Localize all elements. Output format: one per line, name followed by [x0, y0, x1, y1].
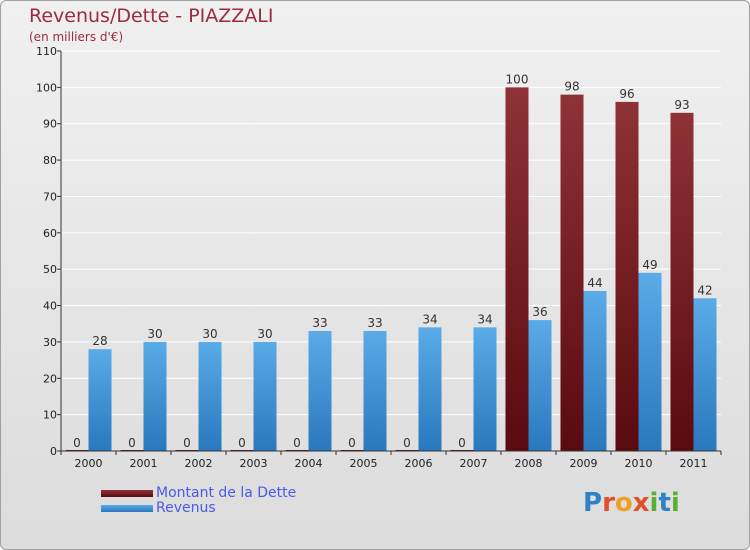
bar-revenue [473, 327, 497, 451]
y-tick-label: 40 [43, 300, 57, 313]
y-tick-label: 30 [43, 336, 57, 349]
data-label-revenue: 44 [587, 276, 602, 290]
bar-debt [505, 87, 529, 451]
data-label-revenue: 30 [202, 327, 217, 341]
logo-letter: P [583, 488, 603, 518]
chart-subtitle: (en milliers d'€) [29, 30, 124, 44]
y-tick-label: 90 [43, 118, 57, 131]
x-tick-label: 2002 [185, 457, 213, 470]
x-tick-label: 2000 [75, 457, 103, 470]
data-label-debt: 0 [73, 436, 81, 450]
logo-letter: i [670, 488, 680, 518]
x-tick-label: 2004 [295, 457, 323, 470]
data-label-debt: 96 [619, 87, 634, 101]
x-tick-label: 2005 [350, 457, 378, 470]
y-tick-label: 60 [43, 227, 57, 240]
data-label-revenue: 34 [422, 312, 437, 326]
y-tick-label: 70 [43, 190, 57, 203]
y-tick-label: 100 [36, 81, 57, 94]
proxiti-logo: Proxiti [583, 488, 680, 518]
data-label-debt: 98 [564, 80, 579, 94]
data-label-debt: 0 [128, 436, 136, 450]
bar-debt [670, 112, 694, 452]
data-label-debt: 0 [458, 436, 466, 450]
data-label-revenue: 30 [147, 327, 162, 341]
bar-revenue [638, 272, 662, 451]
data-label-revenue: 42 [697, 283, 712, 297]
y-tick-label: 20 [43, 372, 57, 385]
data-label-revenue: 30 [257, 327, 272, 341]
bar-revenue [253, 341, 277, 451]
bar-revenue [88, 349, 112, 451]
y-tick-label: 110 [36, 45, 57, 58]
bar-revenue [363, 331, 387, 451]
bar-revenue [198, 341, 222, 451]
bar-revenue [528, 320, 552, 451]
bar-debt [560, 94, 584, 452]
x-tick-label: 2007 [460, 457, 488, 470]
legend-swatch-revenue [101, 505, 153, 512]
x-tick-label: 2003 [240, 457, 268, 470]
bar-revenue [308, 331, 332, 451]
data-label-debt: 0 [403, 436, 411, 450]
legend-label-debt: Montant de la Dette [156, 485, 297, 501]
x-tick-label: 2011 [680, 457, 708, 470]
data-label-revenue: 33 [367, 316, 382, 330]
logo-letter: o [614, 488, 633, 518]
chart-title: Revenus/Dette - PIAZZALI [29, 5, 274, 27]
bar-revenue [583, 291, 607, 451]
x-tick-label: 2009 [570, 457, 598, 470]
data-label-debt: 0 [238, 436, 246, 450]
logo-letter: t [658, 488, 671, 518]
bar-revenue [693, 298, 717, 451]
data-label-revenue: 33 [312, 316, 327, 330]
y-tick-label: 80 [43, 154, 57, 167]
y-tick-label: 50 [43, 263, 57, 276]
x-tick-label: 2010 [625, 457, 653, 470]
legend-swatch-debt [101, 490, 153, 497]
data-label-debt: 0 [183, 436, 191, 450]
x-tick-label: 2001 [130, 457, 158, 470]
data-label-revenue: 34 [477, 312, 492, 326]
data-label-debt: 0 [348, 436, 356, 450]
data-label-revenue: 49 [642, 258, 657, 272]
bar-revenue [418, 327, 442, 451]
bar-debt [615, 101, 639, 451]
x-tick-label: 2008 [515, 457, 543, 470]
logo-letter: r [602, 488, 615, 518]
data-label-debt: 100 [506, 72, 529, 86]
data-label-revenue: 36 [532, 305, 547, 319]
logo-letter: x [632, 488, 650, 518]
y-tick-label: 10 [43, 409, 57, 422]
logo-letter: i [649, 488, 659, 518]
data-label-revenue: 28 [92, 334, 107, 348]
x-tick-label: 2006 [405, 457, 433, 470]
bar-revenue [143, 341, 167, 451]
legend-label-revenue: Revenus [156, 500, 216, 516]
y-tick-label: 0 [50, 445, 57, 458]
data-label-debt: 0 [293, 436, 301, 450]
data-label-debt: 93 [674, 98, 689, 112]
